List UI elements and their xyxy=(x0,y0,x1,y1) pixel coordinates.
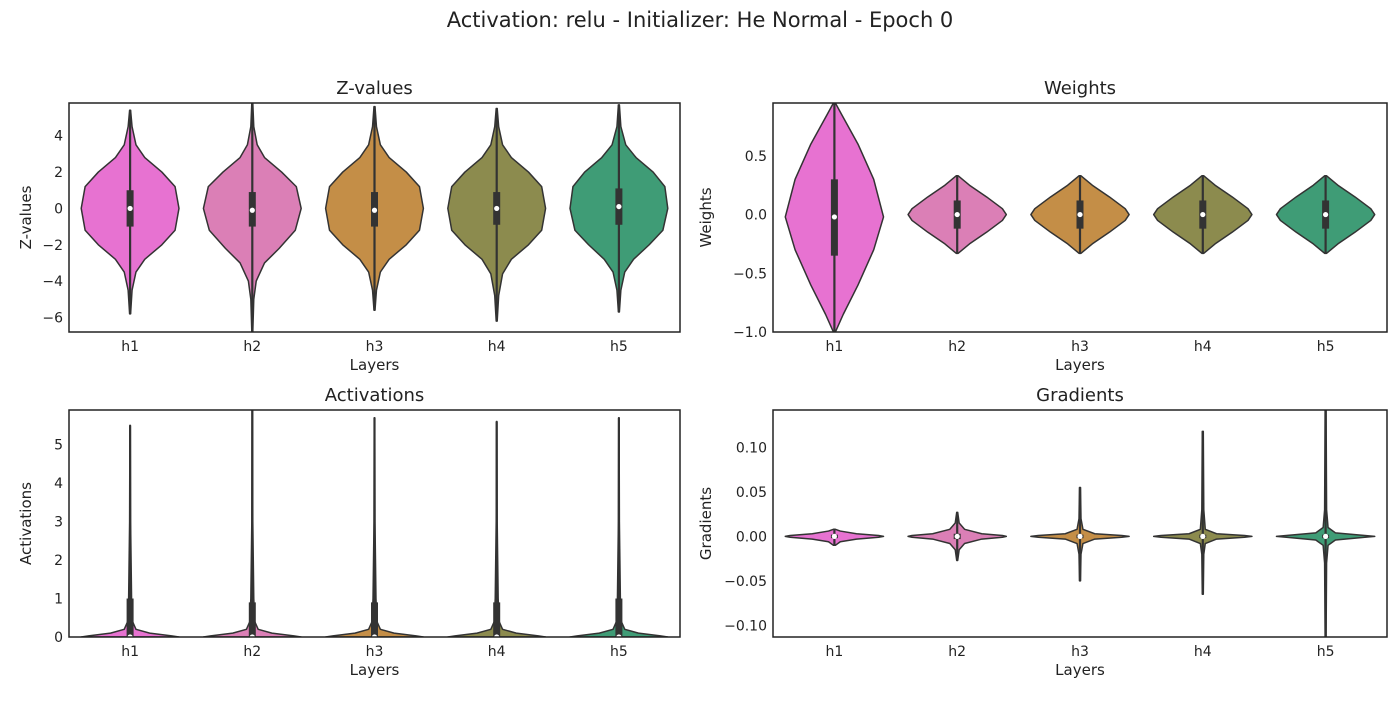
median-point-h5 xyxy=(616,203,622,210)
x-tick-label: h5 xyxy=(1317,644,1335,660)
subplot-title: Gradients xyxy=(1036,385,1124,406)
iqr-box-h2 xyxy=(248,602,256,637)
y-tick-label: 0.05 xyxy=(736,485,767,501)
y-tick-label: 0.10 xyxy=(736,440,767,456)
subplot-2: Weights h1 h2 h3 h4 h5 Layers −1.0 −0.5 0.0 0.5 Wei… xyxy=(697,78,1388,374)
median-point-h5 xyxy=(1323,211,1329,218)
subplot-4: Gradients h1 h2 h3 h4 h5 Layers −0.10 −0.05 0.00 0… xyxy=(697,385,1388,679)
axes-frame xyxy=(772,409,1388,638)
x-tick-label: h2 xyxy=(948,339,966,355)
median-point-h3 xyxy=(371,207,378,213)
plot-area xyxy=(80,103,669,332)
y-tick-label: 0.5 xyxy=(745,149,767,165)
y-tick-label: −0.10 xyxy=(724,618,767,634)
y-axis-label: Z-values xyxy=(17,185,35,249)
y-tick-label: −6 xyxy=(42,310,63,326)
y-axis-label: Weights xyxy=(697,187,715,247)
y-tick-label: 2 xyxy=(54,553,63,569)
x-axis-label: Layers xyxy=(350,661,400,679)
iqr-box-h3 xyxy=(371,602,378,637)
x-tick-label: h2 xyxy=(243,644,261,660)
y-tick-label: 3 xyxy=(54,515,63,531)
x-tick-label: h5 xyxy=(1317,339,1335,355)
median-point-h1 xyxy=(831,533,838,540)
y-axis-label: Gradients xyxy=(697,487,715,560)
y-tick-label: −0.05 xyxy=(724,574,767,590)
x-axis-label: Layers xyxy=(350,356,400,374)
x-tick-label: h1 xyxy=(121,644,139,660)
x-tick-label: h4 xyxy=(1194,339,1212,355)
x-tick-label: h4 xyxy=(488,644,506,660)
y-tick-label: 1 xyxy=(54,592,63,608)
x-tick-label: h3 xyxy=(366,644,384,660)
x-tick-label: h1 xyxy=(826,339,844,355)
y-tick-label: 2 xyxy=(54,165,63,181)
median-point-h5 xyxy=(1323,533,1329,540)
median-point-h2 xyxy=(954,211,960,218)
x-tick-label: h2 xyxy=(243,339,261,355)
figure-suptitle: Activation: relu - Initializer: He Norma… xyxy=(446,8,954,32)
x-tick-label: h2 xyxy=(948,644,966,660)
axes-frame xyxy=(68,409,681,638)
plot-area xyxy=(80,410,669,637)
y-tick-label: −1.0 xyxy=(733,325,767,341)
median-point-h1 xyxy=(127,205,133,212)
subplot-3: Activations h1 h2 h3 h4 h5 Layers 0 1 2 3 4 5 Activat… xyxy=(17,385,681,679)
subplot-title: Z-values xyxy=(336,78,413,99)
plot-area xyxy=(784,410,1376,637)
x-tick-label: h5 xyxy=(610,644,628,660)
y-axis-label: Activations xyxy=(17,482,35,565)
median-point-h4 xyxy=(1200,533,1206,540)
y-tick-label: 4 xyxy=(54,476,63,492)
y-tick-label: 0 xyxy=(54,630,63,646)
y-tick-label: 0.0 xyxy=(745,208,767,224)
y-tick-label: −2 xyxy=(42,238,63,254)
x-tick-label: h3 xyxy=(1071,339,1089,355)
median-point-h3 xyxy=(1077,533,1083,540)
median-point-h1 xyxy=(831,214,838,220)
subplot-title: Weights xyxy=(1044,78,1116,99)
median-point-h4 xyxy=(1200,211,1206,218)
median-point-h2 xyxy=(954,533,960,540)
y-tick-label: 5 xyxy=(54,438,63,454)
x-tick-label: h5 xyxy=(610,339,628,355)
subplot-title: Activations xyxy=(325,385,425,406)
x-tick-label: h1 xyxy=(121,339,139,355)
axes-frame xyxy=(772,102,1388,333)
subplot-1: Z-values h1 h2 h3 h4 h5 Layers −6 −4 −2 0 2 4 Z-value… xyxy=(17,78,681,374)
iqr-box-h4 xyxy=(493,602,501,637)
x-tick-label: h4 xyxy=(1194,644,1212,660)
x-tick-label: h3 xyxy=(366,339,384,355)
iqr-box-h5 xyxy=(615,598,623,637)
y-tick-label: −0.5 xyxy=(733,266,767,282)
y-tick-label: 0.00 xyxy=(736,529,767,545)
x-axis-label: Layers xyxy=(1055,356,1105,374)
median-point-h2 xyxy=(249,207,255,213)
y-tick-label: −4 xyxy=(42,274,63,290)
plot-area xyxy=(784,103,1376,332)
median-point-h3 xyxy=(1077,211,1083,218)
x-axis-label: Layers xyxy=(1055,661,1105,679)
x-tick-label: h3 xyxy=(1071,644,1089,660)
x-tick-label: h1 xyxy=(826,644,844,660)
y-tick-label: 0 xyxy=(54,201,63,217)
median-point-h4 xyxy=(494,205,500,212)
axes-frame xyxy=(68,102,681,333)
x-tick-label: h4 xyxy=(488,339,506,355)
iqr-box-h1 xyxy=(126,598,134,637)
y-tick-label: 4 xyxy=(54,129,63,145)
